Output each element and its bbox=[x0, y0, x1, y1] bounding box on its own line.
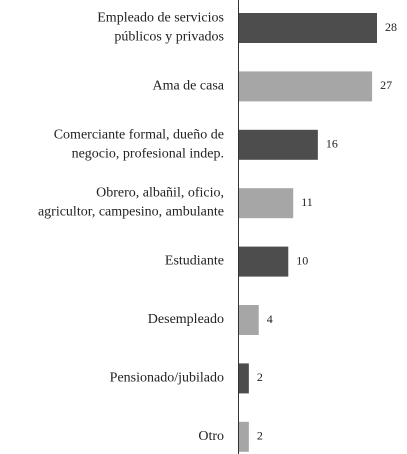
category-label: Comerciante formal, dueño de negocio, pro… bbox=[54, 128, 224, 162]
category-label: Ama de casa bbox=[152, 79, 224, 94]
value-label: 28 bbox=[385, 20, 397, 34]
category-line: Ama de casa bbox=[152, 79, 224, 94]
category-line: Obrero, albañil, oficio, bbox=[96, 186, 224, 201]
value-label: 11 bbox=[301, 195, 313, 209]
category-label: Otro bbox=[198, 429, 224, 444]
bar bbox=[239, 246, 289, 277]
category-label: Estudiante bbox=[165, 254, 224, 269]
category-line: negocio, profesional indep. bbox=[72, 147, 224, 162]
category-line: públicos y privados bbox=[114, 30, 224, 45]
value-label: 2 bbox=[257, 370, 263, 384]
category-line: Desempleado bbox=[148, 312, 224, 327]
bar bbox=[239, 13, 377, 43]
category-line: Otro bbox=[198, 429, 224, 444]
category-line: Comerciante formal, dueño de bbox=[54, 128, 224, 143]
value-label: 27 bbox=[380, 78, 392, 92]
bar bbox=[239, 129, 318, 160]
value-label: 2 bbox=[257, 429, 263, 443]
category-line: Empleado de servicios bbox=[97, 11, 224, 26]
bar bbox=[239, 188, 294, 219]
value-label: 10 bbox=[296, 253, 308, 267]
category-label: Empleado de servicios públicos y privados bbox=[97, 11, 224, 45]
category-label: Desempleado bbox=[148, 312, 224, 327]
category-label: Obrero, albañil, oficio, agricultor, camp… bbox=[38, 186, 224, 220]
category-label: Pensionado/jubilado bbox=[110, 371, 224, 386]
bar bbox=[239, 363, 249, 394]
category-line: Estudiante bbox=[165, 254, 224, 269]
value-label: 4 bbox=[267, 312, 273, 326]
category-line: Pensionado/jubilado bbox=[110, 371, 224, 386]
category-line: agricultor, campesino, ambulante bbox=[38, 205, 224, 220]
bar bbox=[239, 421, 249, 452]
bar bbox=[239, 71, 373, 102]
value-label: 16 bbox=[326, 137, 338, 151]
bar bbox=[239, 305, 259, 335]
